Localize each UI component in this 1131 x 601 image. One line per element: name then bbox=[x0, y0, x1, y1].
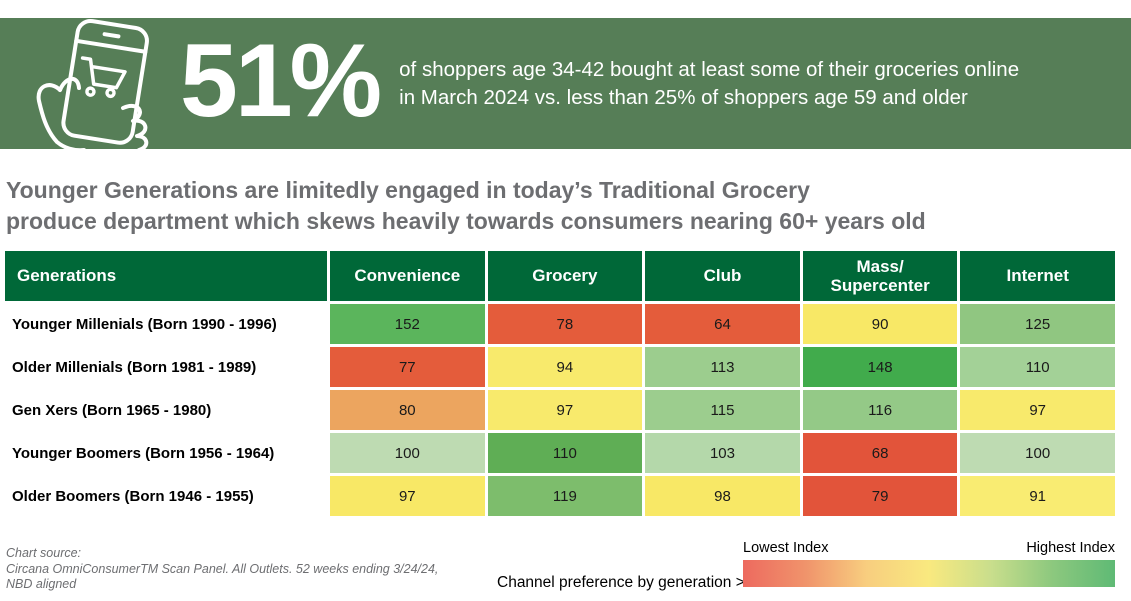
legend-gradient-bar bbox=[743, 560, 1115, 587]
page-title: Younger Generations are limitedly engage… bbox=[6, 177, 926, 234]
heatmap-cell: 113 bbox=[645, 347, 800, 388]
heatmap-cell: 64 bbox=[645, 304, 800, 345]
heatmap-cell: 90 bbox=[802, 304, 958, 345]
heatmap-cell: 152 bbox=[330, 304, 485, 345]
chart-source-label: Chart source: bbox=[6, 546, 82, 560]
index-legend: Lowest Index Highest Index bbox=[743, 540, 1115, 587]
heatmap-cell: 80 bbox=[330, 390, 485, 431]
stat-description-line2: in March 2024 vs. less than 25% of shopp… bbox=[399, 85, 968, 109]
footer: Chart source: Circana OmniConsumerTM Sca… bbox=[0, 538, 1131, 601]
column-header-club: Club bbox=[645, 251, 800, 302]
column-header-internet: Internet bbox=[960, 251, 1115, 302]
heatmap-cell: 91 bbox=[960, 476, 1115, 517]
legend-caption: Channel preference by generation > bbox=[497, 574, 745, 591]
heatmap-cell: 110 bbox=[960, 347, 1115, 388]
heatmap-cell: 125 bbox=[960, 304, 1115, 345]
row-label: Older Millenials (Born 1981 - 1989) bbox=[5, 347, 327, 388]
heatmap-cell: 78 bbox=[487, 304, 643, 345]
heatmap-cell: 116 bbox=[802, 390, 958, 431]
column-header-generations: Generations bbox=[5, 251, 327, 302]
heatmap-cell: 77 bbox=[330, 347, 485, 388]
heatmap-cell: 68 bbox=[802, 433, 958, 474]
heatmap-cell: 97 bbox=[960, 390, 1115, 431]
stat-description-line1: of shoppers age 34-42 bought at least so… bbox=[399, 58, 1020, 82]
row-label: Younger Millenials (Born 1990 - 1996) bbox=[5, 304, 327, 345]
heatmap-cell: 119 bbox=[487, 476, 643, 517]
column-header-convenience: Convenience bbox=[330, 251, 485, 302]
heatmap-cell: 100 bbox=[960, 433, 1115, 474]
row-label: Gen Xers (Born 1965 - 1980) bbox=[5, 390, 327, 431]
heatmap-cell: 79 bbox=[802, 476, 958, 517]
chart-source-line2: NBD aligned bbox=[6, 577, 77, 592]
heatmap-cell: 97 bbox=[487, 390, 643, 431]
heatmap-cell: 97 bbox=[330, 476, 485, 517]
legend-lowest-label: Lowest Index bbox=[743, 540, 829, 556]
column-header-mass-supercenter: Mass/ Supercenter bbox=[802, 251, 958, 302]
heatmap-cell: 94 bbox=[487, 347, 643, 388]
legend-highest-label: Highest Index bbox=[1026, 540, 1115, 556]
column-header-grocery: Grocery bbox=[487, 251, 643, 302]
heatmap-cell: 148 bbox=[802, 347, 958, 388]
stat-description: of shoppers age 34-42 bought at least so… bbox=[399, 56, 1019, 110]
stat-banner: 51% of shoppers age 34-42 bought at leas… bbox=[0, 18, 1131, 165]
heatmap-cell: 110 bbox=[487, 433, 643, 474]
row-label: Younger Boomers (Born 1956 - 1964) bbox=[5, 433, 327, 474]
heatmap-table: Generations Convenience Grocery Club Mas… bbox=[5, 251, 1115, 517]
heatmap-cell: 100 bbox=[330, 433, 485, 474]
heatmap-cell: 115 bbox=[645, 390, 800, 431]
chart-source-line1: Circana OmniConsumerTM Scan Panel. All O… bbox=[6, 561, 439, 576]
hand-holding-phone-shopping-cart-icon bbox=[26, 18, 174, 165]
heatmap-cell: 103 bbox=[645, 433, 800, 474]
row-label: Older Boomers (Born 1946 - 1955) bbox=[5, 476, 327, 517]
stat-value: 51% bbox=[180, 22, 382, 139]
heatmap-cell: 98 bbox=[645, 476, 800, 517]
chart-source: Chart source: Circana OmniConsumerTM Sca… bbox=[6, 546, 438, 593]
